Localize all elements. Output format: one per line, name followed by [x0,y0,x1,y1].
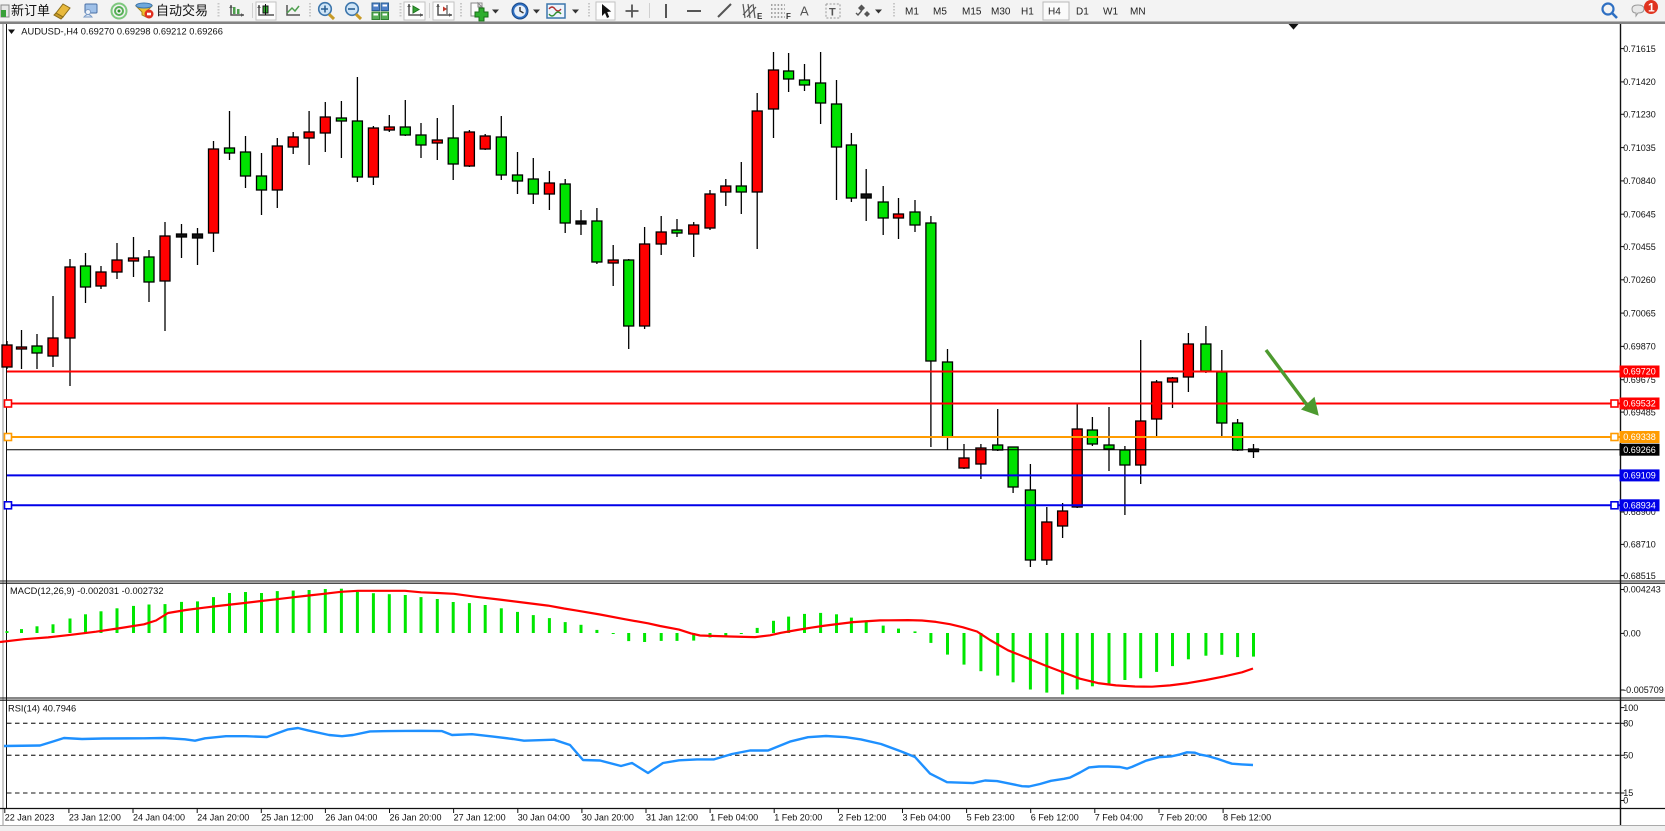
svg-text:AUDUSD-,H4 0.69270 0.69298 0.: AUDUSD-,H4 0.69270 0.69298 0.69212 0.692… [21,27,223,37]
svg-text:0.69338: 0.69338 [1623,432,1656,442]
svg-text:26 Jan 20:00: 26 Jan 20:00 [390,813,442,823]
svg-text:E: E [757,12,763,21]
svg-text:1: 1 [1648,1,1655,15]
svg-text:0.69675: 0.69675 [1623,375,1656,385]
svg-text:1 Feb 04:00: 1 Feb 04:00 [710,813,758,823]
svg-text:27 Jan 12:00: 27 Jan 12:00 [454,813,506,823]
svg-text:30 Jan 20:00: 30 Jan 20:00 [582,813,634,823]
svg-text:0.68900: 0.68900 [1623,507,1656,517]
svg-text:26 Jan 04:00: 26 Jan 04:00 [325,813,377,823]
svg-text:0.69720: 0.69720 [1623,367,1656,377]
svg-text:W1: W1 [1103,7,1118,18]
svg-text:15: 15 [1623,788,1633,798]
svg-text:5 Feb 23:00: 5 Feb 23:00 [967,813,1015,823]
svg-text:24 Jan 04:00: 24 Jan 04:00 [133,813,185,823]
svg-text:0: 0 [1623,796,1628,806]
svg-text:H4: H4 [1048,7,1061,18]
svg-text:0.004243: 0.004243 [1623,585,1661,595]
svg-text:24 Jan 20:00: 24 Jan 20:00 [197,813,249,823]
svg-text:0.70645: 0.70645 [1623,209,1656,219]
svg-text:8 Feb 12:00: 8 Feb 12:00 [1223,813,1271,823]
svg-text:H1: H1 [1021,7,1034,18]
svg-text:80: 80 [1623,719,1633,729]
svg-text:0.70260: 0.70260 [1623,275,1656,285]
svg-text:1 Feb 20:00: 1 Feb 20:00 [774,813,822,823]
svg-text:T: T [829,7,836,19]
svg-text:RSI(14) 40.7946: RSI(14) 40.7946 [8,704,76,714]
svg-text:31 Jan 12:00: 31 Jan 12:00 [646,813,698,823]
svg-text:M15: M15 [962,7,982,18]
svg-text:0.70455: 0.70455 [1623,242,1656,252]
svg-text:6 Feb 12:00: 6 Feb 12:00 [1031,813,1079,823]
svg-text:0.70065: 0.70065 [1623,308,1656,318]
svg-text:23 Jan 12:00: 23 Jan 12:00 [69,813,121,823]
svg-text:自动交易: 自动交易 [156,3,208,18]
svg-text:25 Jan 12:00: 25 Jan 12:00 [261,813,313,823]
svg-text:M1: M1 [905,7,919,18]
svg-text:22 Jan 2023: 22 Jan 2023 [5,813,55,823]
svg-text:0.71420: 0.71420 [1623,77,1656,87]
svg-text:M5: M5 [933,7,947,18]
svg-text:M30: M30 [991,7,1011,18]
svg-text:7 Feb 20:00: 7 Feb 20:00 [1159,813,1207,823]
svg-text:0.70840: 0.70840 [1623,176,1656,186]
svg-text:3 Feb 04:00: 3 Feb 04:00 [903,813,951,823]
svg-text:0.69109: 0.69109 [1623,471,1656,481]
svg-text:0.71035: 0.71035 [1623,143,1656,153]
svg-text:0.68515: 0.68515 [1623,571,1656,581]
svg-text:30 Jan 04:00: 30 Jan 04:00 [518,813,570,823]
svg-text:MACD(12,26,9) -0.002031 -0.002: MACD(12,26,9) -0.002031 -0.002732 [10,586,164,596]
svg-text:D1: D1 [1076,7,1089,18]
svg-text:A: A [800,4,809,19]
svg-text:7 Feb 04:00: 7 Feb 04:00 [1095,813,1143,823]
svg-text:0.69532: 0.69532 [1623,399,1656,409]
svg-text:0.71230: 0.71230 [1623,110,1656,120]
svg-text:-0.005709: -0.005709 [1623,685,1664,695]
svg-text:MN: MN [1130,7,1146,18]
svg-text:0.69870: 0.69870 [1623,342,1656,352]
svg-text:100: 100 [1623,703,1638,713]
svg-text:0.68934: 0.68934 [1623,501,1656,511]
svg-text:0.69485: 0.69485 [1623,407,1656,417]
svg-text:0.68710: 0.68710 [1623,540,1656,550]
svg-text:F: F [786,12,791,21]
svg-text:0.71615: 0.71615 [1623,44,1656,54]
svg-text:0.00: 0.00 [1623,629,1641,639]
svg-text:2 Feb 12:00: 2 Feb 12:00 [838,813,886,823]
svg-text:0.69266: 0.69266 [1623,445,1656,455]
svg-text:新订单: 新订单 [11,3,50,18]
svg-text:50: 50 [1623,751,1633,761]
